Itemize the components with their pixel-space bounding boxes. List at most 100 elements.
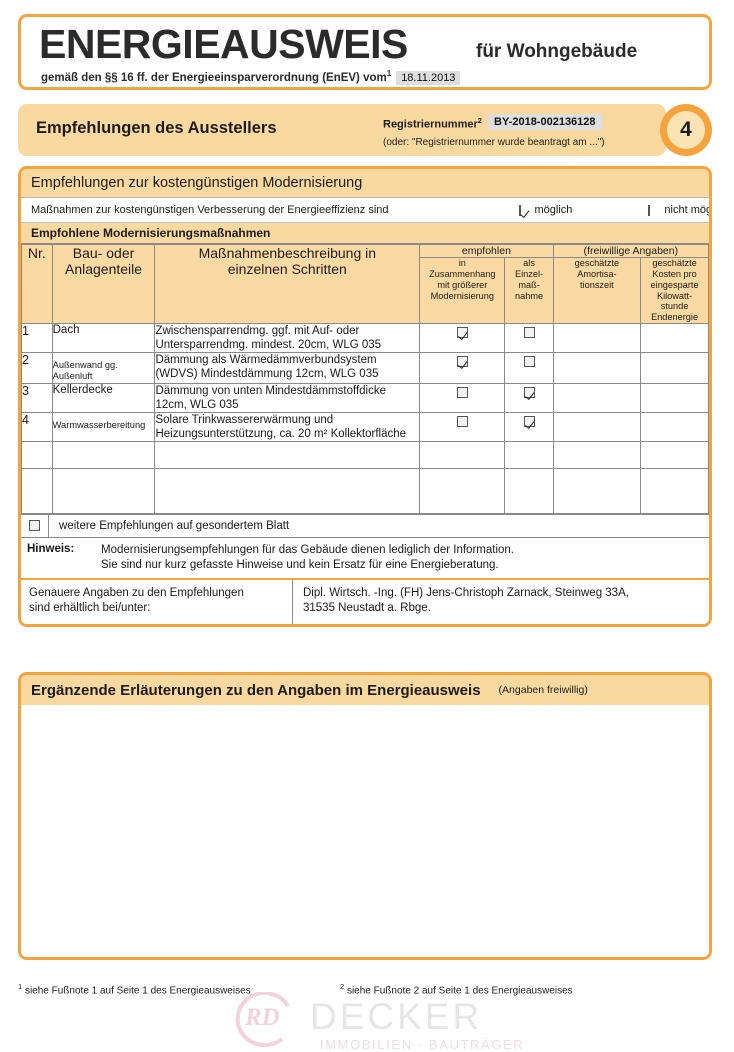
row-checkbox-einzelmassnahme-cell — [504, 382, 554, 413]
enev-date-value: 18.11.2013 — [396, 70, 461, 85]
table-row: 1 Dach Zwischensparrendmg. ggf. mit Auf-… — [21, 323, 709, 354]
measures-table: Nr. Bau- oder Anlagenteile Maßnahmenbesc… — [21, 243, 709, 514]
row-kosten[interactable] — [640, 352, 709, 384]
col-header-description: Maßnahmenbeschreibung in einzelnen Schri… — [154, 243, 421, 325]
checkbox-zusammenhang[interactable] — [456, 327, 468, 339]
explanations-note: (Angaben freiwillig) — [498, 684, 588, 696]
contact-answer-line1: Dipl. Wirtsch. -Ing. (FH) Jens-Christoph… — [303, 587, 629, 600]
registration-number-label-text: Registriernummer — [383, 118, 478, 131]
row-checkbox-einzelmassnahme-cell — [504, 411, 554, 442]
empty-cell-amortisation[interactable] — [552, 467, 642, 514]
further-recommendations-row: weitere Empfehlungen auf gesondertem Bla… — [21, 513, 709, 538]
row-description: Solare Trinkwassererwärmung und Heizungs… — [154, 411, 421, 442]
row-building-part: Kellerdecke — [51, 382, 156, 413]
empty-cell-einzelmassnahme[interactable] — [504, 440, 554, 469]
row-kosten[interactable] — [640, 411, 709, 442]
checkbox-zusammenhang[interactable] — [456, 356, 468, 368]
footnote-2: 2 siehe Fußnote 2 auf Seite 1 des Energi… — [340, 982, 573, 996]
empty-cell-amortisation[interactable] — [552, 440, 642, 469]
empty-cell-desc[interactable] — [154, 467, 421, 514]
col-header-einzelmassnahme: als Einzel- maß- nahme — [504, 256, 554, 325]
row-amortisation[interactable] — [552, 352, 642, 384]
explanations-textarea[interactable] — [21, 705, 709, 957]
checkbox-einzelmassnahme[interactable] — [523, 327, 535, 339]
contact-block: Genauere Angaben zu den Empfehlungen sin… — [21, 580, 709, 625]
empty-cell-part[interactable] — [51, 467, 156, 514]
col-header-description-line1: Maßnahmenbeschreibung in — [198, 245, 377, 261]
hinweis-block: Hinweis: Modernisierungsempfehlungen für… — [21, 537, 709, 581]
explanations-panel: Ergänzende Erläuterungen zu den Angaben … — [18, 672, 712, 960]
row-building-part: Außenwand gg. Außenluft — [51, 352, 156, 384]
row-description: Zwischensparrendmg. ggf. mit Auf- oder U… — [154, 323, 421, 354]
empty-cell-einzelmassnahme[interactable] — [504, 467, 554, 514]
legal-basis-text: gemäß den §§ 16 ff. der Energieeinsparve… — [41, 71, 387, 84]
measures-subheading: Empfohlene Modernisierungsmaßnahmen — [21, 223, 709, 244]
empty-cell-zusammenhang[interactable] — [419, 440, 506, 469]
registration-number-value: BY-2018-002136128 — [488, 114, 602, 130]
contact-question-line1: Genauere Angaben zu den Empfehlungen — [29, 587, 244, 600]
col-header-description-line2: einzelnen Schritten — [227, 261, 347, 278]
col-group-header-voluntary: (freiwillige Angaben) — [552, 244, 709, 258]
checkbox-einzelmassnahme[interactable] — [523, 356, 535, 368]
checkbox-zusammenhang[interactable] — [456, 415, 468, 427]
feasibility-question: Maßnahmen zur kostengünstigen Verbesseru… — [31, 204, 389, 216]
hinweis-text: Modernisierungsempfehlungen für das Gebä… — [101, 543, 514, 573]
checkbox-einzelmassnahme[interactable] — [523, 386, 535, 398]
recommendations-panel: Empfehlungen zur kostengünstigen Moderni… — [18, 166, 712, 628]
footnote-1-marker: 1 — [18, 982, 23, 991]
explanations-header: Ergänzende Erläuterungen zu den Angaben … — [21, 675, 709, 705]
row-checkbox-zusammenhang-cell — [419, 382, 506, 413]
panel-title: Empfehlungen zur kostengünstigen Moderni… — [21, 169, 709, 198]
hinweis-line2: Sie sind nur kurz gefasste Hinweise und … — [101, 558, 499, 571]
watermark-company-name: DECKER — [310, 996, 483, 1037]
table-row-empty — [21, 467, 709, 514]
row-checkbox-einzelmassnahme-cell — [504, 323, 554, 354]
label-moeglich: möglich — [534, 204, 573, 216]
col-header-amortisation: geschätzte Amortisa- tionszeit — [552, 256, 642, 325]
empty-cell-kosten[interactable] — [640, 440, 709, 469]
empty-cell-nr[interactable] — [21, 440, 53, 469]
page-number-badge: 4 — [660, 104, 712, 156]
section-title: Empfehlungen des Ausstellers — [36, 119, 277, 137]
table-sub-header-row: in Zusammenhang mit größerer Modernisier… — [22, 256, 709, 325]
table-row: 4 Warmwasserbereitung Solare Trinkwasser… — [21, 411, 709, 442]
empty-cell-nr[interactable] — [21, 467, 53, 514]
section-header-band: Empfehlungen des Ausstellers Registriern… — [18, 104, 666, 156]
explanations-title: Ergänzende Erläuterungen zu den Angaben … — [31, 681, 481, 699]
legal-basis-footnote-marker: 1 — [386, 69, 392, 78]
col-header-zusammenhang: in Zusammenhang mit größerer Modernisier… — [419, 256, 506, 325]
empty-cell-part[interactable] — [51, 440, 156, 469]
rd-circle-icon — [235, 992, 290, 1048]
checkbox-moeglich[interactable] — [518, 204, 521, 216]
row-description: Dämmung von unten Mindestdämmstoffdicke … — [154, 382, 421, 413]
row-amortisation[interactable] — [552, 323, 642, 354]
table-row: 2 Außenwand gg. Außenluft Dämmung als Wä… — [21, 352, 709, 384]
row-amortisation[interactable] — [552, 382, 642, 413]
row-amortisation[interactable] — [552, 411, 642, 442]
registration-footnote-marker: 2 — [477, 116, 482, 125]
document-title: ENERGIEAUSWEIS — [39, 21, 408, 67]
checkbox-zusammenhang[interactable] — [456, 386, 468, 398]
further-checkbox-cell — [21, 514, 49, 537]
row-nr: 3 — [21, 382, 53, 413]
checkbox-further-recommendations[interactable] — [29, 520, 40, 532]
footnote-2-marker: 2 — [340, 982, 345, 991]
registration-number-label: Registriernummer2 — [383, 116, 482, 131]
empty-cell-desc[interactable] — [154, 440, 421, 469]
table-row-empty — [21, 440, 709, 469]
legal-basis-line: gemäß den §§ 16 ff. der Energieeinsparve… — [41, 69, 461, 85]
watermark-monogram: RD — [245, 1004, 280, 1031]
company-watermark: RD DECKER IMMOBILIEN · BAUTRÄGER — [232, 990, 562, 1052]
col-header-building-part: Bau- oder Anlagenteile — [51, 243, 156, 325]
empty-cell-kosten[interactable] — [640, 467, 709, 514]
empty-cell-zusammenhang[interactable] — [419, 467, 506, 514]
row-kosten[interactable] — [640, 323, 709, 354]
row-checkbox-einzelmassnahme-cell — [504, 352, 554, 384]
col-header-building-part-line2: Anlagenteile — [65, 261, 143, 278]
checkbox-einzelmassnahme[interactable] — [523, 415, 535, 427]
row-kosten[interactable] — [640, 382, 709, 413]
contact-question: Genauere Angaben zu den Empfehlungen sin… — [21, 580, 293, 625]
document-subtitle: für Wohngebäude — [476, 41, 638, 62]
checkbox-nicht-moeglich[interactable] — [648, 204, 651, 216]
